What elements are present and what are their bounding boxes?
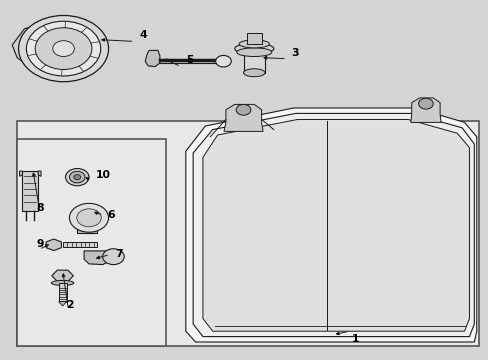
Bar: [17, 121, 478, 346]
Text: 5: 5: [185, 55, 193, 65]
Polygon shape: [12, 25, 68, 72]
Polygon shape: [224, 104, 263, 131]
Polygon shape: [193, 113, 473, 337]
Text: 8: 8: [37, 203, 44, 213]
Circle shape: [418, 98, 432, 109]
Polygon shape: [46, 239, 61, 251]
Polygon shape: [52, 270, 73, 282]
Circle shape: [69, 203, 108, 232]
Circle shape: [102, 249, 124, 265]
Polygon shape: [20, 171, 22, 176]
Circle shape: [215, 55, 231, 67]
Circle shape: [53, 41, 74, 57]
Bar: [246, 33, 261, 44]
Ellipse shape: [239, 40, 269, 48]
Circle shape: [65, 168, 89, 186]
Ellipse shape: [234, 43, 273, 54]
Text: 7: 7: [115, 249, 122, 260]
Ellipse shape: [243, 69, 264, 77]
Text: 1: 1: [351, 334, 359, 344]
Bar: [243, 50, 264, 73]
Polygon shape: [84, 251, 108, 265]
Circle shape: [69, 171, 85, 183]
Ellipse shape: [236, 48, 271, 57]
Ellipse shape: [51, 280, 74, 285]
Text: 9: 9: [37, 239, 44, 249]
Polygon shape: [59, 302, 66, 306]
Circle shape: [77, 209, 101, 227]
Circle shape: [74, 175, 81, 180]
Text: 6: 6: [107, 210, 115, 220]
Polygon shape: [145, 50, 160, 67]
Bar: [17, 139, 166, 346]
Circle shape: [26, 21, 101, 76]
Text: 4: 4: [139, 30, 147, 40]
Text: 3: 3: [290, 48, 298, 58]
Text: 10: 10: [95, 170, 110, 180]
Bar: [62, 242, 97, 247]
Bar: [77, 224, 97, 233]
Polygon shape: [185, 108, 476, 342]
Bar: [22, 171, 38, 211]
Circle shape: [19, 15, 108, 82]
Polygon shape: [410, 98, 440, 122]
Circle shape: [236, 104, 250, 115]
Text: 2: 2: [66, 300, 74, 310]
Bar: [59, 283, 66, 302]
Polygon shape: [203, 120, 468, 331]
Polygon shape: [38, 171, 41, 176]
Circle shape: [35, 28, 92, 69]
